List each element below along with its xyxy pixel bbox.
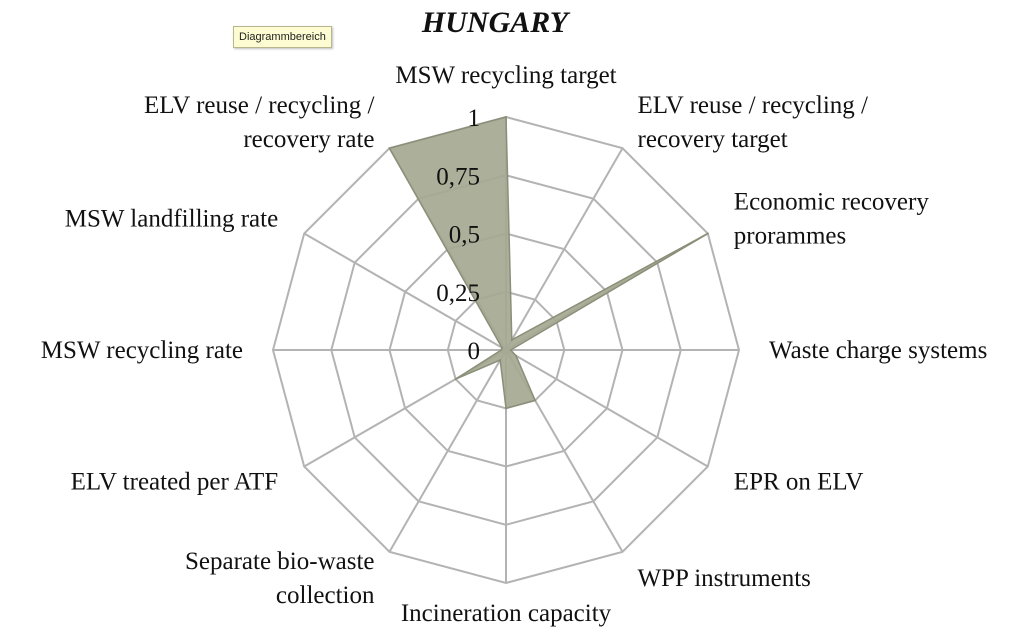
axis-label: ELV treated per ATF [71,469,279,496]
axis-label: MSW landfilling rate [65,206,278,233]
data-point [505,116,507,118]
axis-spoke [388,349,507,553]
axis-label: MSW recycling target [395,62,616,89]
tick-label: 1 [468,105,481,132]
axis-label: Incineration capacity [401,600,612,627]
radial-tick-labels: 0 0,25 0,5 0,75 1 [436,105,480,365]
axis-spoke [303,232,507,351]
axis-label: ELV reuse / recycling / recovery target [638,92,869,153]
tick-label: 0 [468,338,481,365]
data-point [510,338,513,341]
series-area [388,116,709,410]
data-point [515,354,518,357]
data-point [534,399,537,402]
data-point [706,232,709,235]
chart-area-tooltip: Diagrammbereich [233,26,332,48]
data-point [509,349,512,351]
data-point [501,346,503,349]
data-point [500,349,503,351]
axis-spoke [505,147,624,351]
axis-label: Economic recovery prorammes [734,189,930,250]
data-point [499,359,502,362]
axis-spoke [505,349,709,468]
axis-label: Waste charge systems [769,337,987,364]
tick-label: 0,75 [436,163,480,190]
axis-labels: MSW recycling target ELV reuse / recyclin… [41,62,988,627]
data-point [454,378,457,381]
chart-title: HUNGARY [421,6,571,39]
tick-label: 0,5 [449,222,480,249]
data-point [505,407,507,410]
axis-label: WPP instruments [638,565,811,592]
axis-label: Separate bio-waste collection [185,548,375,609]
axis-label: ELV reuse / recycling / recovery rate [144,92,375,153]
data-point [388,147,391,150]
radar-series [388,116,709,410]
tick-label: 0,25 [436,280,480,307]
axis-label: MSW recycling rate [41,337,243,364]
axis-label: EPR on ELV [734,469,864,496]
